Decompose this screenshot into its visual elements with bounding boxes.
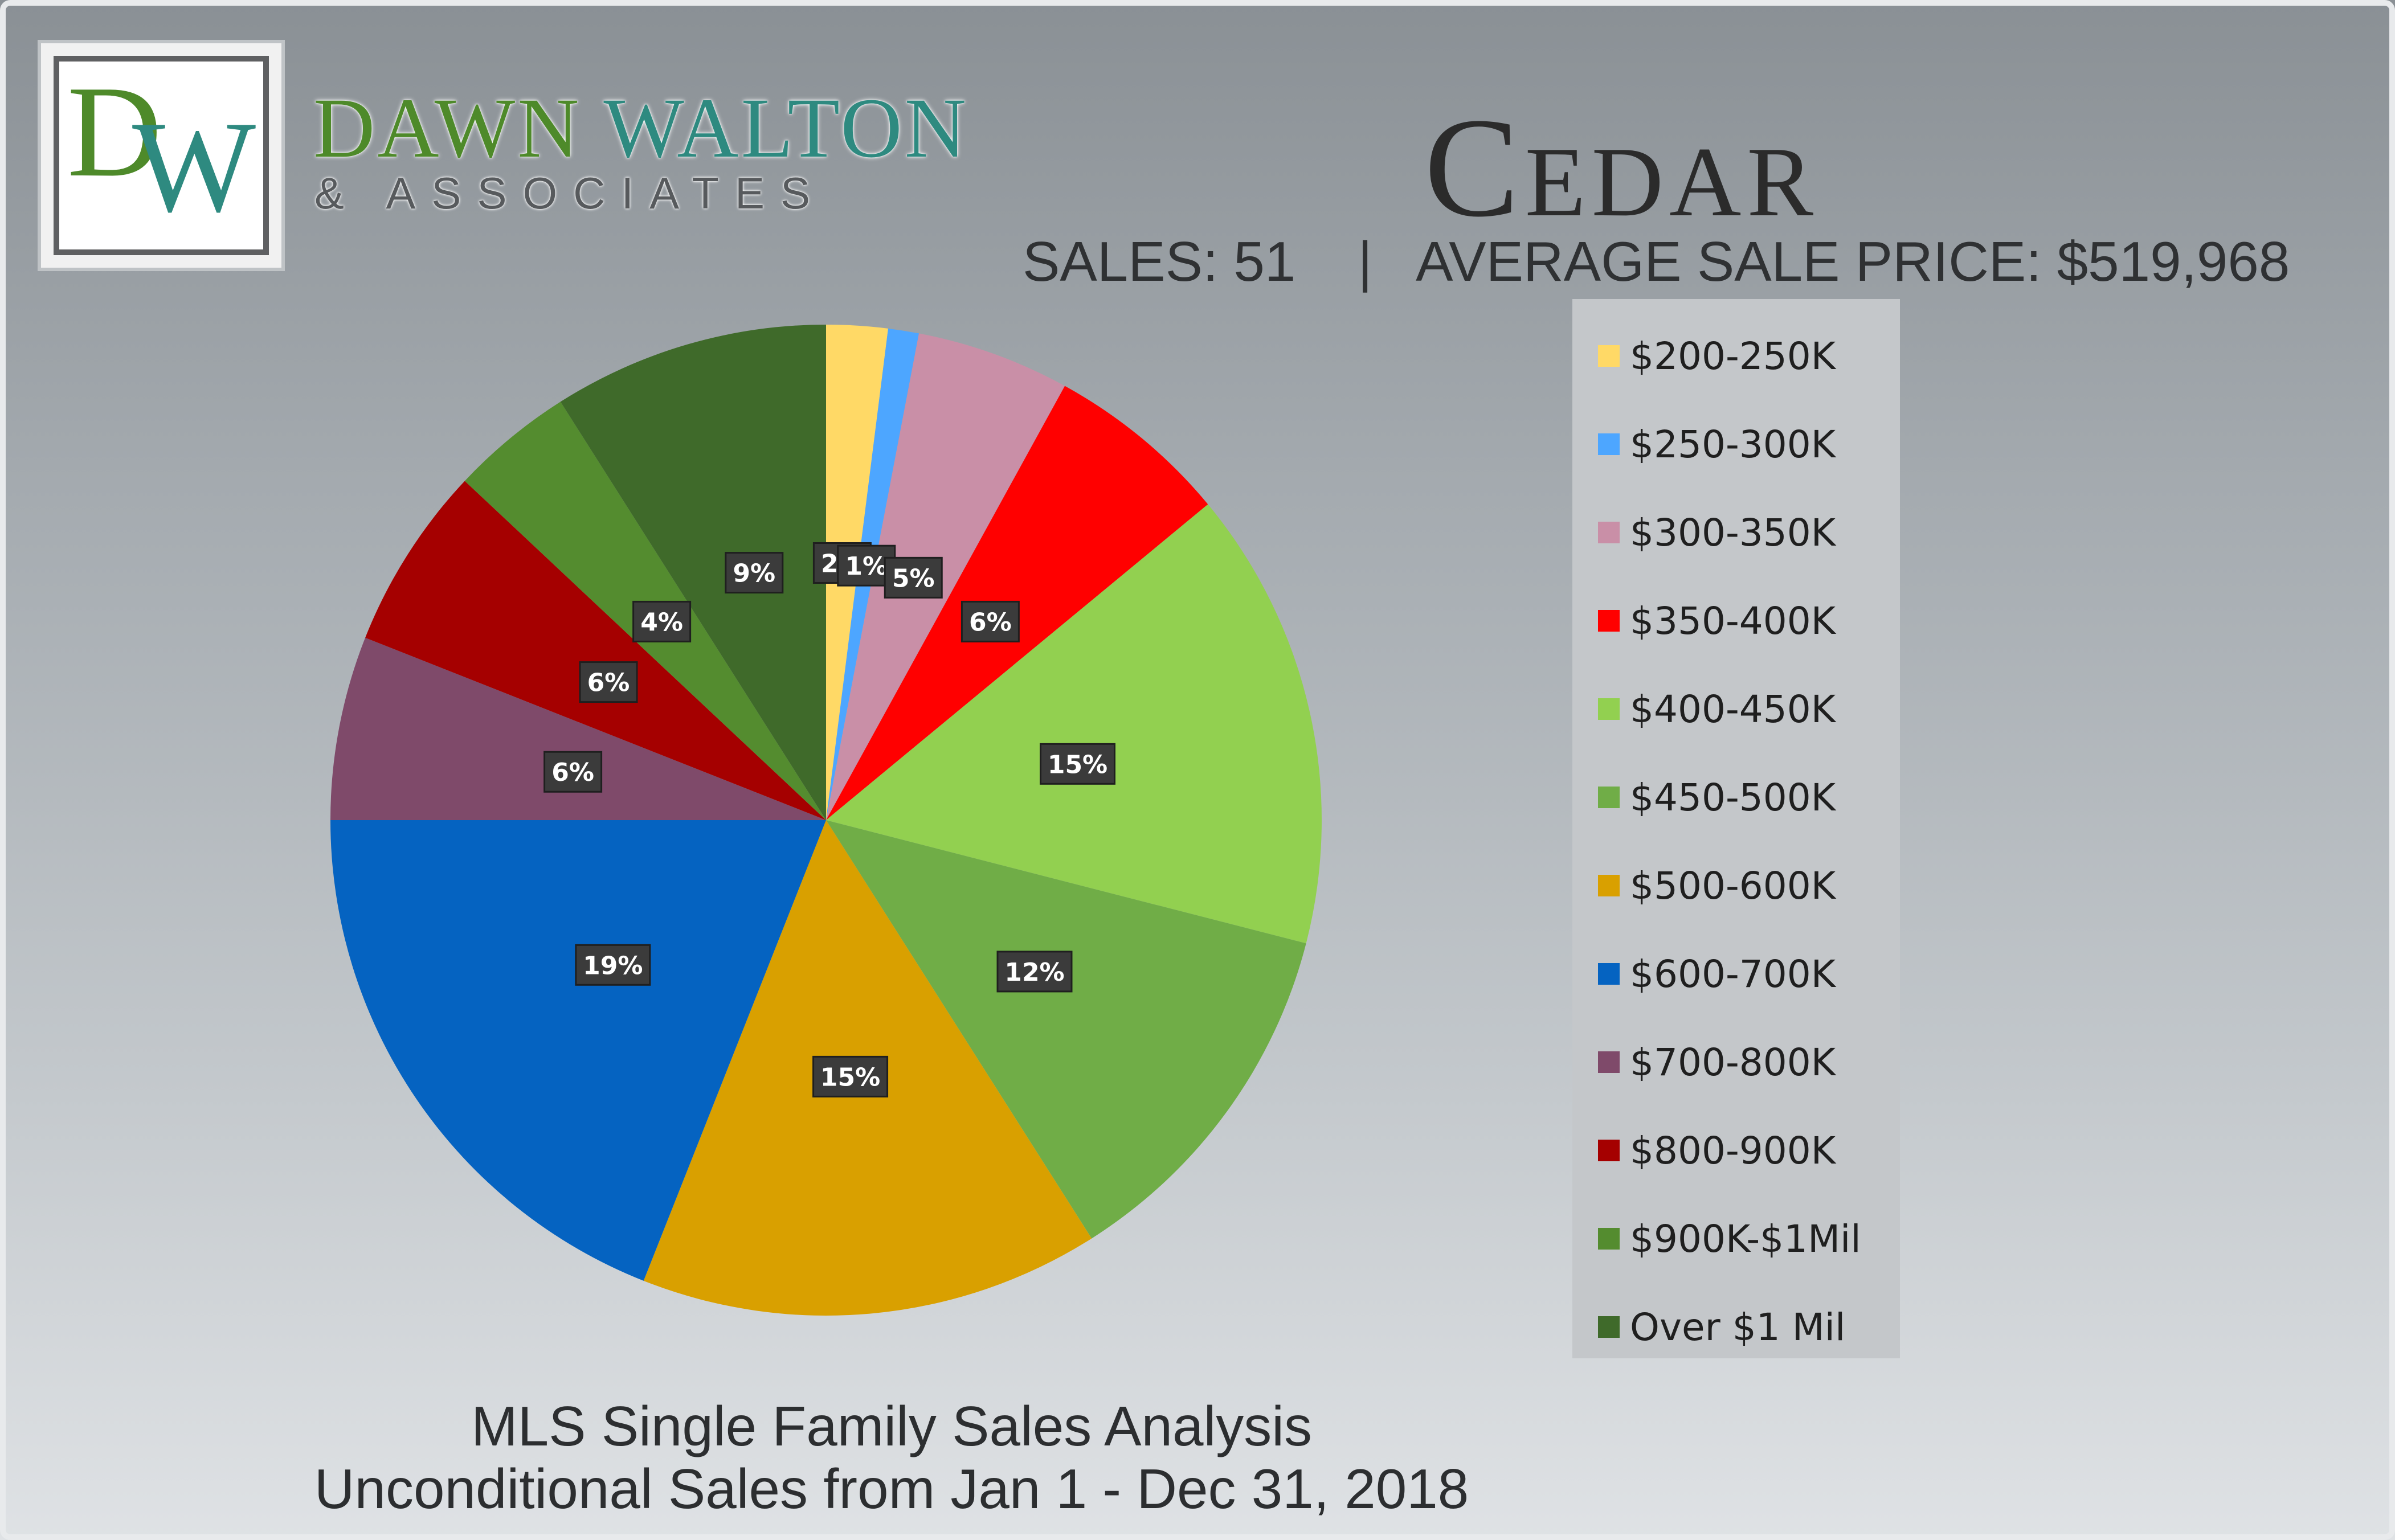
legend-item-12: Over $1 Mil — [1598, 1299, 1845, 1355]
legend-label: Over $1 Mil — [1630, 1305, 1846, 1349]
data-label-9: 6% — [543, 751, 603, 793]
pie-slice-10 — [365, 481, 826, 820]
data-label-text: 15% — [1048, 750, 1107, 779]
data-label-11: 4% — [632, 600, 692, 642]
legend-item-5: $400-450K — [1598, 681, 1836, 738]
legend-label: $300-350K — [1630, 510, 1836, 555]
logo-monogram-frame: D W — [54, 56, 269, 255]
legend-label: $200-250K — [1630, 334, 1836, 378]
average-sale-price: AVERAGE SALE PRICE: $519,968 — [1416, 230, 2290, 293]
data-label-6: 12% — [996, 951, 1073, 993]
legend-label: $900K-$1Mil — [1630, 1217, 1861, 1261]
brand-name-first: DAWN — [313, 81, 582, 175]
pie-data-labels: 2%1%5%6%15%12%15%19%6%6%4%9% — [543, 542, 1116, 1097]
pie-slice-9 — [330, 637, 826, 820]
pie-slice-6 — [826, 820, 1306, 1239]
sales-count: SALES: 51 — [1023, 230, 1296, 293]
data-label-text: 5% — [892, 564, 935, 593]
logo-monogram-w: W — [132, 94, 256, 239]
legend-item-3: $300-350K — [1598, 504, 1836, 561]
legend-item-9: $700-800K — [1598, 1034, 1836, 1091]
data-label-text: 6% — [551, 758, 594, 787]
legend-item-4: $350-400K — [1598, 592, 1836, 649]
legend-swatch — [1598, 1051, 1620, 1073]
legend-label: $450-500K — [1630, 775, 1836, 820]
data-label-10: 6% — [579, 661, 638, 703]
legend-label: $250-300K — [1630, 422, 1836, 466]
data-label-7: 15% — [812, 1055, 889, 1097]
legend-swatch — [1598, 875, 1620, 896]
data-label-12: 9% — [725, 552, 784, 594]
legend-label: $800-900K — [1630, 1128, 1836, 1173]
data-label-box — [996, 951, 1073, 993]
legend-item-7: $500-600K — [1598, 857, 1836, 914]
data-label-8: 19% — [575, 944, 651, 986]
legend-label: $350-400K — [1630, 599, 1836, 643]
logo: D W — [38, 40, 285, 271]
legend-item-2: $250-300K — [1598, 416, 1836, 473]
brand-name: DAWN WALTON — [313, 85, 968, 171]
legend-label: $700-800K — [1630, 1040, 1836, 1084]
data-label-text: 6% — [969, 608, 1012, 637]
legend-swatch — [1598, 1228, 1620, 1250]
stats-separator: | — [1358, 230, 1372, 293]
legend-swatch — [1598, 433, 1620, 455]
pie-slice-3 — [826, 333, 1065, 820]
data-label-box — [812, 1055, 889, 1097]
data-label-box — [543, 751, 603, 793]
legend-item-8: $600-700K — [1598, 945, 1836, 1002]
legend-item-6: $450-500K — [1598, 769, 1836, 826]
pie-slice-8 — [330, 820, 826, 1281]
data-label-3: 5% — [884, 556, 943, 599]
data-label-box — [961, 600, 1020, 642]
legend-swatch — [1598, 345, 1620, 367]
data-label-box — [632, 600, 692, 642]
legend-swatch — [1598, 610, 1620, 632]
data-label-box — [725, 552, 784, 594]
data-label-4: 6% — [961, 600, 1020, 642]
legend-item-11: $900K-$1Mil — [1598, 1210, 1861, 1267]
pie-slice-5 — [826, 504, 1322, 944]
data-label-text: 19% — [583, 951, 643, 980]
data-label-text: 6% — [587, 669, 630, 698]
stats-line: SALES: 51 | AVERAGE SALE PRICE: $519,968 — [1023, 234, 2290, 289]
data-label-5: 15% — [1040, 743, 1116, 785]
footer-subtitle: Unconditional Sales from Jan 1 - Dec 31,… — [314, 1457, 1469, 1520]
brand-subline: & ASSOCIATES — [314, 168, 827, 218]
legend-label: $500-600K — [1630, 863, 1836, 908]
legend-swatch — [1598, 1316, 1620, 1338]
legend-swatch — [1598, 787, 1620, 808]
data-label-text: 15% — [820, 1063, 880, 1092]
legend-item-1: $200-250K — [1598, 327, 1836, 384]
data-label-box — [884, 556, 943, 599]
footer-title: MLS Single Family Sales Analysis — [471, 1395, 1313, 1457]
legend-swatch — [1598, 1140, 1620, 1161]
legend-label: $400-450K — [1630, 687, 1836, 731]
data-label-text: 1% — [845, 552, 888, 581]
logo-monogram-d: D — [67, 59, 162, 204]
data-label-text: 9% — [733, 559, 775, 588]
chart-legend: $200-250K $250-300K $300-350K $350-400K $400… — [1572, 299, 1900, 1358]
pie-slices — [330, 325, 1322, 1316]
legend-label: $600-700K — [1630, 952, 1836, 996]
page-title: Cedar — [1424, 89, 1820, 247]
legend-swatch — [1598, 963, 1620, 985]
pie-slice-12 — [560, 325, 826, 820]
data-label-text: 12% — [1004, 958, 1064, 987]
data-label-box — [579, 661, 638, 703]
legend-swatch — [1598, 522, 1620, 543]
data-label-box — [575, 944, 651, 986]
brand-name-last: WALTON — [603, 81, 969, 175]
data-label-box — [1040, 743, 1116, 785]
legend-item-10: $800-900K — [1598, 1122, 1836, 1179]
legend-swatch — [1598, 698, 1620, 720]
data-label-text: 4% — [640, 608, 683, 637]
